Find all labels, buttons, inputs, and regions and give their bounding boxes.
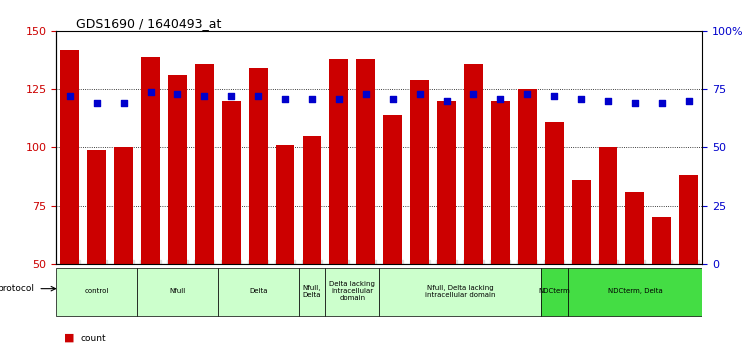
Point [144, 89, 156, 94]
Bar [653, 217, 671, 264]
Bar [137, 268, 218, 316]
Text: NDCterm: NDCterm [538, 288, 570, 294]
Bar [60, 50, 79, 264]
Bar [222, 101, 240, 264]
Bar [572, 180, 590, 264]
Bar [276, 145, 294, 264]
Point [306, 96, 318, 101]
Bar [491, 101, 510, 264]
Point [252, 93, 264, 99]
Text: Delta: Delta [249, 288, 267, 294]
Bar [249, 68, 267, 264]
Point [387, 96, 399, 101]
Text: Nfull,
Delta: Nfull, Delta [303, 285, 321, 298]
Point [171, 91, 183, 97]
Bar [379, 268, 541, 316]
Bar [464, 63, 483, 264]
Point [467, 91, 479, 97]
Point [441, 98, 453, 104]
Point [64, 93, 76, 99]
Point [360, 91, 372, 97]
Bar [680, 175, 698, 264]
Bar [141, 57, 160, 264]
Bar [599, 147, 617, 264]
Bar [56, 268, 137, 316]
Bar [541, 268, 568, 316]
Point [656, 100, 668, 106]
Bar [330, 59, 348, 264]
Text: Delta lacking
intracellular
domain: Delta lacking intracellular domain [330, 282, 376, 302]
Bar [437, 101, 456, 264]
Bar [218, 268, 299, 316]
Bar [357, 59, 376, 264]
Point [91, 100, 103, 106]
Bar [410, 80, 429, 264]
Text: control: control [85, 288, 109, 294]
Point [629, 100, 641, 106]
Bar [114, 147, 133, 264]
Point [225, 93, 237, 99]
Point [548, 93, 560, 99]
Text: ■: ■ [64, 333, 74, 343]
Point [198, 93, 210, 99]
Point [494, 96, 506, 101]
Bar [383, 115, 402, 264]
Bar [87, 150, 106, 264]
Bar [299, 268, 325, 316]
Text: GDS1690 / 1640493_at: GDS1690 / 1640493_at [76, 17, 221, 30]
Bar [626, 191, 644, 264]
Text: protocol: protocol [0, 284, 34, 293]
Bar [568, 268, 702, 316]
Point [602, 98, 614, 104]
Point [683, 98, 695, 104]
Bar [518, 89, 537, 264]
Point [521, 91, 533, 97]
Point [118, 100, 130, 106]
Bar [544, 122, 563, 264]
Point [414, 91, 426, 97]
Text: count: count [80, 334, 106, 343]
Bar [325, 268, 379, 316]
Bar [303, 136, 321, 264]
Bar [195, 63, 214, 264]
Text: NDCterm, Delta: NDCterm, Delta [608, 288, 662, 294]
Point [575, 96, 587, 101]
Bar [168, 75, 187, 264]
Text: Nfull: Nfull [169, 288, 185, 294]
Text: Nfull, Delta lacking
intracellular domain: Nfull, Delta lacking intracellular domai… [425, 285, 495, 298]
Point [279, 96, 291, 101]
Point [333, 96, 345, 101]
